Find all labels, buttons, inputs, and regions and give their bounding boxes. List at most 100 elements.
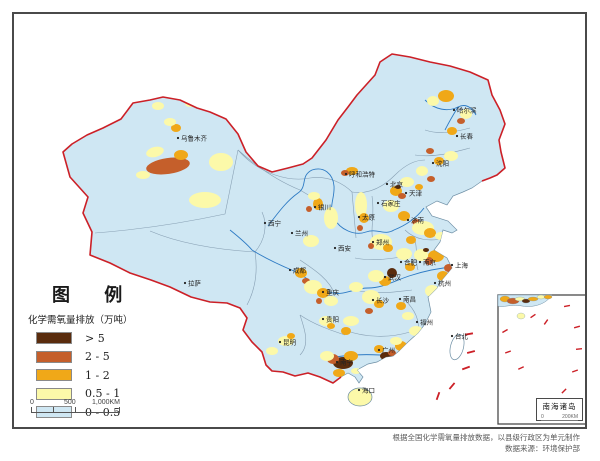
city-dot bbox=[376, 201, 380, 205]
city-dot bbox=[357, 388, 361, 392]
taiwan-island bbox=[449, 333, 465, 361]
city-label: 杭州 bbox=[438, 278, 451, 287]
dash-segment bbox=[461, 365, 471, 371]
city-dot bbox=[357, 215, 361, 219]
national-boundary bbox=[62, 53, 506, 384]
inset-label-box: 南海诸岛 0 200KM bbox=[536, 398, 583, 421]
emission-patch bbox=[387, 268, 397, 278]
emission-patch bbox=[398, 193, 406, 199]
scale-tick bbox=[119, 407, 120, 413]
city-dot bbox=[450, 263, 454, 267]
dash-segment bbox=[575, 348, 583, 350]
legend-title: 图 例 bbox=[52, 285, 137, 306]
emission-patch bbox=[344, 351, 358, 361]
city-label: 南昌 bbox=[403, 294, 416, 303]
emission-patch bbox=[359, 213, 369, 223]
city-label: 济南 bbox=[411, 215, 425, 224]
dash-segment bbox=[543, 319, 549, 325]
emission-patch bbox=[390, 337, 402, 345]
emission-patch bbox=[400, 177, 414, 187]
inset-scale-right: 200KM bbox=[562, 414, 578, 420]
legend-class-label: 0.5 - 1 bbox=[85, 387, 121, 400]
emission-patch bbox=[417, 333, 425, 339]
emission-patch bbox=[152, 102, 164, 110]
city-dot bbox=[321, 317, 325, 321]
caption-line-1: 根据全国化学需氧量排放数据，以县级行政区为单元制作 bbox=[392, 433, 581, 442]
city-label: 兰州 bbox=[295, 228, 308, 237]
inset-emission-patches bbox=[499, 294, 553, 320]
city-label: 重庆 bbox=[326, 287, 340, 296]
emission-patch bbox=[383, 244, 393, 252]
emission-patch bbox=[333, 369, 345, 377]
legend-row-2: 1 - 2 bbox=[28, 369, 198, 382]
scale-bar: 0 500 1,000KM bbox=[30, 399, 130, 417]
emission-patch bbox=[396, 248, 412, 260]
city-dot bbox=[183, 281, 187, 285]
emission-patch bbox=[460, 109, 472, 119]
dash-segment bbox=[504, 350, 512, 354]
emission-patch bbox=[345, 375, 353, 381]
emission-patch bbox=[295, 268, 307, 278]
city-label: 贵阳 bbox=[326, 314, 339, 323]
city-dot bbox=[418, 260, 422, 264]
emission-patch bbox=[395, 185, 401, 189]
emission-patch bbox=[136, 171, 150, 179]
legend-row-0: > 5 bbox=[28, 332, 198, 345]
emission-patch bbox=[368, 243, 374, 249]
city-label: 西安 bbox=[338, 243, 352, 252]
city-dot bbox=[455, 134, 459, 138]
emission-patch bbox=[189, 192, 221, 208]
dash-segment bbox=[517, 366, 525, 370]
emission-patch bbox=[343, 316, 359, 326]
inset-patch bbox=[536, 294, 546, 300]
dash-segment bbox=[466, 350, 476, 354]
emission-patch bbox=[266, 347, 278, 355]
source-captions: 根据全国化学需氧量排放数据，以县级行政区为单元制作 数据来源：环境保护部 bbox=[393, 432, 581, 454]
city-label: 合肥 bbox=[404, 257, 418, 266]
emission-patch bbox=[438, 90, 454, 102]
dash-segment bbox=[530, 313, 536, 319]
emission-patch bbox=[368, 270, 384, 282]
dash-line-segments bbox=[435, 332, 476, 401]
emission-patch bbox=[439, 286, 453, 296]
city-label: 南京 bbox=[423, 257, 437, 266]
emission-patch bbox=[308, 192, 320, 200]
scale-tick bbox=[31, 407, 32, 413]
emission-patch bbox=[410, 342, 416, 348]
city-label: 西宁 bbox=[268, 218, 282, 227]
city-dot bbox=[344, 172, 348, 176]
emission-patches bbox=[136, 90, 472, 381]
emission-patch bbox=[425, 285, 439, 297]
emission-patch bbox=[324, 207, 338, 229]
emission-patch bbox=[447, 127, 457, 135]
inset-patch bbox=[516, 312, 526, 320]
city-dot bbox=[278, 340, 282, 344]
city-dot bbox=[406, 218, 410, 222]
scale-label-0: 0 bbox=[30, 399, 34, 406]
city-label: 成都 bbox=[293, 265, 307, 274]
city-label: 天津 bbox=[409, 189, 423, 197]
emission-patch bbox=[405, 263, 415, 271]
emission-patch bbox=[349, 282, 363, 292]
city-dot bbox=[415, 320, 419, 324]
emission-patch bbox=[457, 118, 465, 124]
city-label: 拉萨 bbox=[188, 278, 202, 287]
emission-patch bbox=[316, 298, 322, 304]
emission-patch bbox=[209, 153, 233, 171]
dash-segment bbox=[448, 382, 456, 390]
dash-segment bbox=[561, 388, 567, 394]
dash-segment bbox=[563, 304, 571, 308]
inset-patch bbox=[543, 294, 553, 300]
city-dot bbox=[371, 298, 375, 302]
emission-patch bbox=[406, 236, 416, 244]
legend-class-label: 2 - 5 bbox=[85, 350, 110, 363]
dash-segment bbox=[464, 332, 474, 336]
legend-row-3: 0.5 - 1 bbox=[28, 387, 198, 400]
legend-row-1: 2 - 5 bbox=[28, 350, 198, 363]
city-label: 呼和浩特 bbox=[349, 169, 376, 178]
dash-segment bbox=[502, 328, 508, 334]
city-dot bbox=[176, 136, 180, 140]
city-dot bbox=[290, 231, 294, 235]
